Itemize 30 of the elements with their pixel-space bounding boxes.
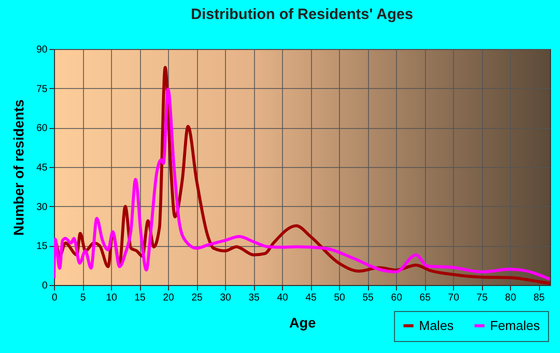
x-tick-label: 10	[106, 292, 118, 304]
x-tick-label: 50	[334, 292, 346, 304]
legend-label: Females	[490, 318, 540, 333]
x-tick-label: 85	[534, 292, 546, 304]
x-tick-label: 40	[276, 292, 289, 304]
y-axis-title: Number of residents	[10, 99, 26, 236]
y-tick-label: 45	[36, 162, 48, 174]
legend-label: Males	[419, 318, 454, 333]
y-tick-label: 60	[36, 123, 48, 134]
x-tick-label: 45	[305, 292, 318, 304]
y-tick-label: 15	[36, 241, 48, 252]
y-tick-label: 30	[36, 202, 48, 213]
chart-title: Distribution of Residents' Ages	[190, 6, 414, 23]
x-tick-label: 15	[134, 292, 146, 304]
x-tick-label: 55	[362, 292, 374, 304]
y-tick-label: 90	[36, 44, 48, 56]
y-tick-label: 75	[36, 84, 48, 95]
x-tick-label: 70	[448, 292, 460, 304]
x-tick-label: 25	[191, 292, 204, 304]
x-tick-label: 30	[220, 292, 232, 304]
x-tick-label: 5	[80, 292, 86, 304]
x-tick-label: 75	[476, 292, 488, 304]
y-tick-label: 0	[42, 280, 48, 292]
x-tick-label: 0	[52, 292, 58, 304]
x-tick-label: 80	[505, 292, 517, 304]
x-tick-label: 60	[391, 292, 403, 304]
x-tick-label: 35	[248, 292, 260, 304]
x-tick-label: 65	[420, 292, 432, 304]
x-tick-label: 20	[162, 292, 175, 304]
x-axis-title: Age	[289, 314, 316, 330]
